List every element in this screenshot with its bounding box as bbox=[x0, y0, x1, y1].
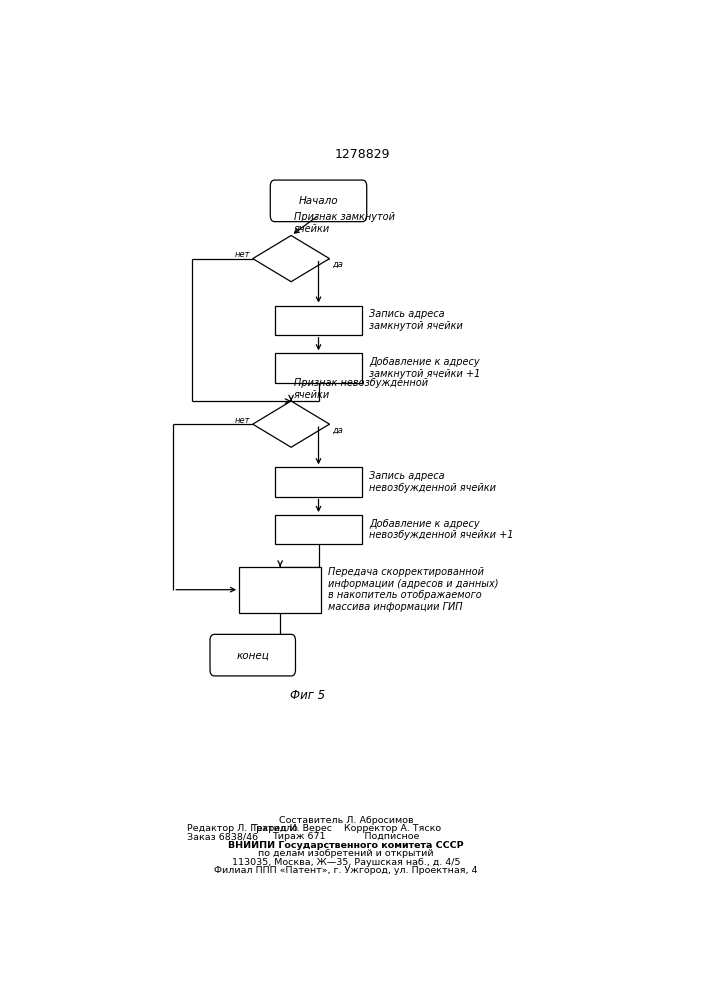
Bar bbox=[274, 467, 362, 497]
Text: Добавление к адресу
невозбужденной ячейки +1: Добавление к адресу невозбужденной ячейк… bbox=[369, 519, 513, 540]
Text: Техред И. Верес    Корректор А. Тяско: Техред И. Верес Корректор А. Тяско bbox=[251, 824, 441, 833]
Text: Признак невозбужденной
ячейки: Признак невозбужденной ячейки bbox=[294, 378, 428, 400]
Text: по делам изобретений и открытий: по делам изобретений и открытий bbox=[258, 849, 433, 858]
Text: Добавление к адресу
замкнутой ячейки +1: Добавление к адресу замкнутой ячейки +1 bbox=[369, 357, 480, 379]
Text: да: да bbox=[332, 260, 343, 269]
Text: 1278829: 1278829 bbox=[334, 148, 390, 161]
Text: конец: конец bbox=[236, 650, 269, 660]
FancyBboxPatch shape bbox=[210, 634, 296, 676]
Text: Редактор Л. Гратилло: Редактор Л. Гратилло bbox=[187, 824, 298, 833]
Text: Запись адреса
невозбужденной ячейки: Запись адреса невозбужденной ячейки bbox=[369, 471, 496, 493]
Text: Составитель Л. Абросимов: Составитель Л. Абросимов bbox=[279, 816, 413, 825]
Bar bbox=[274, 306, 362, 335]
Text: да: да bbox=[332, 426, 343, 435]
Bar bbox=[239, 567, 321, 613]
Polygon shape bbox=[253, 401, 329, 447]
Polygon shape bbox=[253, 235, 329, 282]
Text: нет: нет bbox=[235, 250, 250, 259]
Text: 113035, Москва, Ж—35, Раушская наб., д. 4/5: 113035, Москва, Ж—35, Раушская наб., д. … bbox=[232, 858, 460, 867]
Text: Начало: Начало bbox=[298, 196, 339, 206]
Text: Признак замкнутой
ячейки: Признак замкнутой ячейки bbox=[294, 212, 395, 234]
Text: нет: нет bbox=[235, 416, 250, 425]
Text: Тираж 671             Подписное: Тираж 671 Подписное bbox=[272, 832, 419, 841]
FancyBboxPatch shape bbox=[270, 180, 367, 222]
Text: Запись адреса
замкнутой ячейки: Запись адреса замкнутой ячейки bbox=[369, 309, 463, 331]
Text: ВНИИПИ Государственного комитета СССР: ВНИИПИ Государственного комитета СССР bbox=[228, 841, 464, 850]
Text: Передача скорректированной
информации (адресов и данных)
в накопитель отображаем: Передача скорректированной информации (а… bbox=[328, 567, 498, 612]
Text: Заказ 6838/46: Заказ 6838/46 bbox=[187, 832, 258, 841]
Bar bbox=[274, 353, 362, 383]
Text: Филиал ППП «Патент», г. Ужгород, ул. Проектная, 4: Филиал ППП «Патент», г. Ужгород, ул. Про… bbox=[214, 866, 478, 875]
Text: Фиг 5: Фиг 5 bbox=[290, 689, 325, 702]
Bar bbox=[274, 515, 362, 544]
